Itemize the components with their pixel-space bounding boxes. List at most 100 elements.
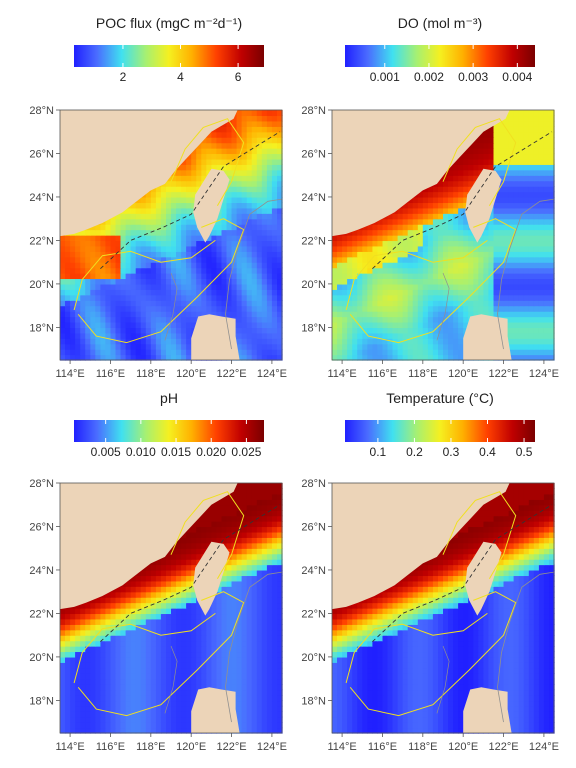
heatmap-cell [166, 635, 172, 642]
heatmap-cell [427, 240, 434, 247]
heatmap-cell [60, 711, 66, 718]
heatmap-cell [483, 300, 490, 307]
heatmap-cell [402, 262, 409, 269]
heatmap-cell [256, 137, 263, 144]
heatmap-cell [246, 148, 253, 155]
heatmap-cell [115, 651, 122, 658]
heatmap-cell [483, 164, 490, 171]
heatmap-cell [236, 148, 243, 155]
heatmap-cell [236, 678, 243, 685]
heatmap-cell [145, 224, 152, 231]
heatmap-cell [181, 716, 187, 723]
heatmap-cell [528, 131, 535, 138]
heatmap-cell [453, 278, 459, 285]
heatmap-cell [342, 278, 348, 285]
heatmap-cell [241, 294, 248, 301]
heatmap-cell [140, 218, 147, 225]
y-tick-label: 24°N [301, 192, 326, 204]
heatmap-cell [191, 646, 197, 653]
heatmap-cell [160, 700, 167, 707]
heatmap-cell [221, 213, 228, 220]
heatmap-cell [246, 289, 253, 296]
heatmap-cell [75, 300, 81, 307]
heatmap-cell [533, 305, 540, 312]
heatmap-cell [407, 354, 414, 361]
heatmap-cell [448, 175, 454, 182]
heatmap-cell [543, 316, 550, 323]
heatmap-cell [246, 164, 253, 171]
heatmap-cell [498, 262, 505, 269]
heatmap-cell [145, 235, 152, 242]
heatmap-cell [518, 126, 525, 133]
heatmap-cell [130, 278, 137, 285]
heatmap-cell [251, 322, 258, 329]
heatmap-cell [493, 126, 500, 133]
heatmap-cell [271, 175, 278, 182]
heatmap-cell [518, 327, 525, 334]
heatmap-cell [523, 110, 530, 117]
heatmap-cell [357, 322, 363, 329]
heatmap-cell [528, 213, 535, 220]
heatmap-cell [135, 343, 142, 350]
heatmap-cell [382, 245, 389, 252]
heatmap-cell [251, 110, 258, 117]
heatmap-cell [463, 322, 469, 329]
heatmap-cell [176, 197, 182, 204]
heatmap-cell [226, 262, 233, 269]
heatmap-cell [226, 267, 233, 274]
heatmap-cell [261, 256, 268, 263]
heatmap-cell [115, 316, 122, 323]
heatmap-cell [160, 235, 167, 242]
heatmap-cell [206, 262, 212, 269]
heatmap-cell [266, 262, 273, 269]
heatmap-cell [145, 289, 152, 296]
heatmap-cell [60, 646, 66, 653]
heatmap-cell [458, 256, 464, 263]
heatmap-cell [332, 311, 338, 318]
heatmap-cell [236, 202, 243, 209]
heatmap-cell [382, 305, 389, 312]
heatmap-cell [448, 229, 454, 236]
heatmap-cell [236, 311, 243, 318]
heatmap-cell [160, 305, 167, 312]
heatmap-cell [443, 218, 449, 225]
heatmap-cell [201, 651, 207, 658]
heatmap-cell [125, 711, 132, 718]
heatmap-cell [332, 343, 338, 350]
heatmap-cell [538, 207, 545, 214]
heatmap-cell [211, 278, 218, 285]
heatmap-cell [135, 716, 142, 723]
heatmap-cell [186, 689, 192, 696]
heatmap-cell [115, 727, 122, 734]
heatmap-cell [427, 273, 434, 280]
heatmap-cell [458, 251, 464, 258]
heatmap-cell [145, 305, 152, 312]
heatmap-cell [493, 240, 500, 247]
heatmap-cell [166, 191, 172, 198]
heatmap-cell [186, 186, 192, 193]
heatmap-cell [100, 273, 107, 280]
heatmap-cell [241, 137, 248, 144]
heatmap-cell [95, 646, 101, 653]
heatmap-cell [277, 332, 283, 339]
heatmap-cell [211, 673, 218, 680]
heatmap-cell [181, 218, 187, 225]
heatmap-cell [417, 300, 424, 307]
heatmap-cell [261, 629, 268, 636]
heatmap-cell [160, 256, 167, 263]
heatmap-cell [221, 148, 228, 155]
heatmap-cell [367, 235, 373, 242]
heatmap-cell [538, 283, 545, 290]
heatmap-cell [150, 316, 157, 323]
heatmap-cell [130, 727, 137, 734]
heatmap-cell [80, 311, 86, 318]
heatmap-cell [145, 207, 152, 214]
heatmap-cell [201, 305, 207, 312]
heatmap-cell [246, 640, 253, 647]
heatmap-cell [110, 343, 117, 350]
heatmap-cell [241, 311, 248, 318]
heatmap-cell [251, 635, 258, 642]
heatmap-cell [488, 240, 495, 247]
heatmap-cell [140, 224, 147, 231]
heatmap-cell [75, 294, 81, 301]
